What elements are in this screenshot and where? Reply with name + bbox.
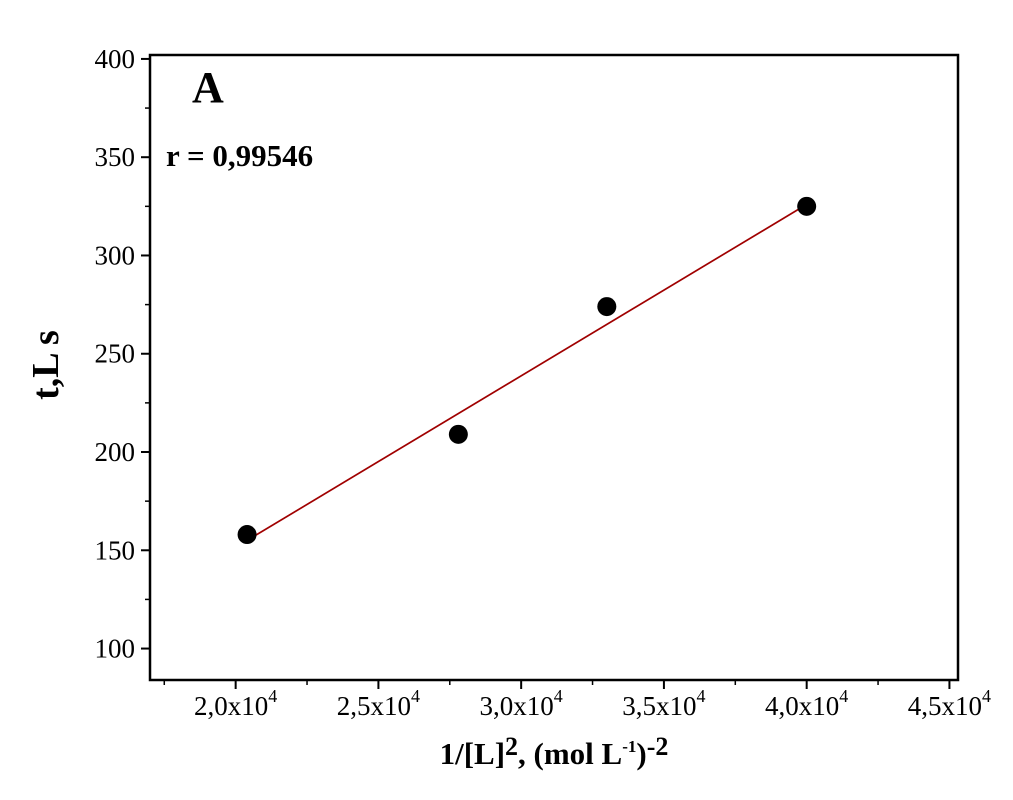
- y-tick-label: 200: [95, 437, 136, 467]
- x-axis-label-part: , (mol L: [518, 736, 623, 771]
- data-point: [448, 424, 468, 444]
- y-tick-label: 100: [95, 634, 136, 664]
- data-point: [797, 196, 817, 216]
- y-tick-label: 400: [95, 44, 136, 74]
- panel-label: A: [192, 63, 224, 112]
- y-tick-label: 250: [95, 339, 136, 369]
- x-tick-label: 3,5x104: [622, 686, 705, 721]
- x-axis-label-part: 1/[L]: [439, 736, 506, 771]
- x-axis-label-part: ): [636, 736, 647, 771]
- y-tick-label: 150: [95, 535, 136, 565]
- correlation-coefficient-annotation: r = 0,99546: [166, 138, 314, 173]
- x-axis-label-superscript: -2: [646, 732, 669, 761]
- data-point: [237, 525, 257, 545]
- x-axis-label-superscript: 2: [505, 732, 519, 761]
- x-axis-label: 1/[L]2, (mol L-1)-2: [440, 732, 669, 772]
- x-tick-label: 4,5x104: [908, 686, 991, 721]
- y-tick-label: 350: [95, 142, 136, 172]
- x-tick-label: 3,0x104: [480, 686, 563, 721]
- plot-frame: [148, 53, 960, 682]
- x-axis-label-superscript: -1: [622, 737, 637, 756]
- y-axis-label: t,L s: [25, 330, 67, 400]
- fit-line: [246, 203, 808, 542]
- data-point: [597, 297, 617, 317]
- x-tick-label: 2,0x104: [194, 686, 277, 721]
- x-tick-label: 4,0x104: [765, 686, 848, 721]
- y-tick-label: 300: [95, 240, 136, 270]
- x-tick-label: 2,5x104: [337, 686, 420, 721]
